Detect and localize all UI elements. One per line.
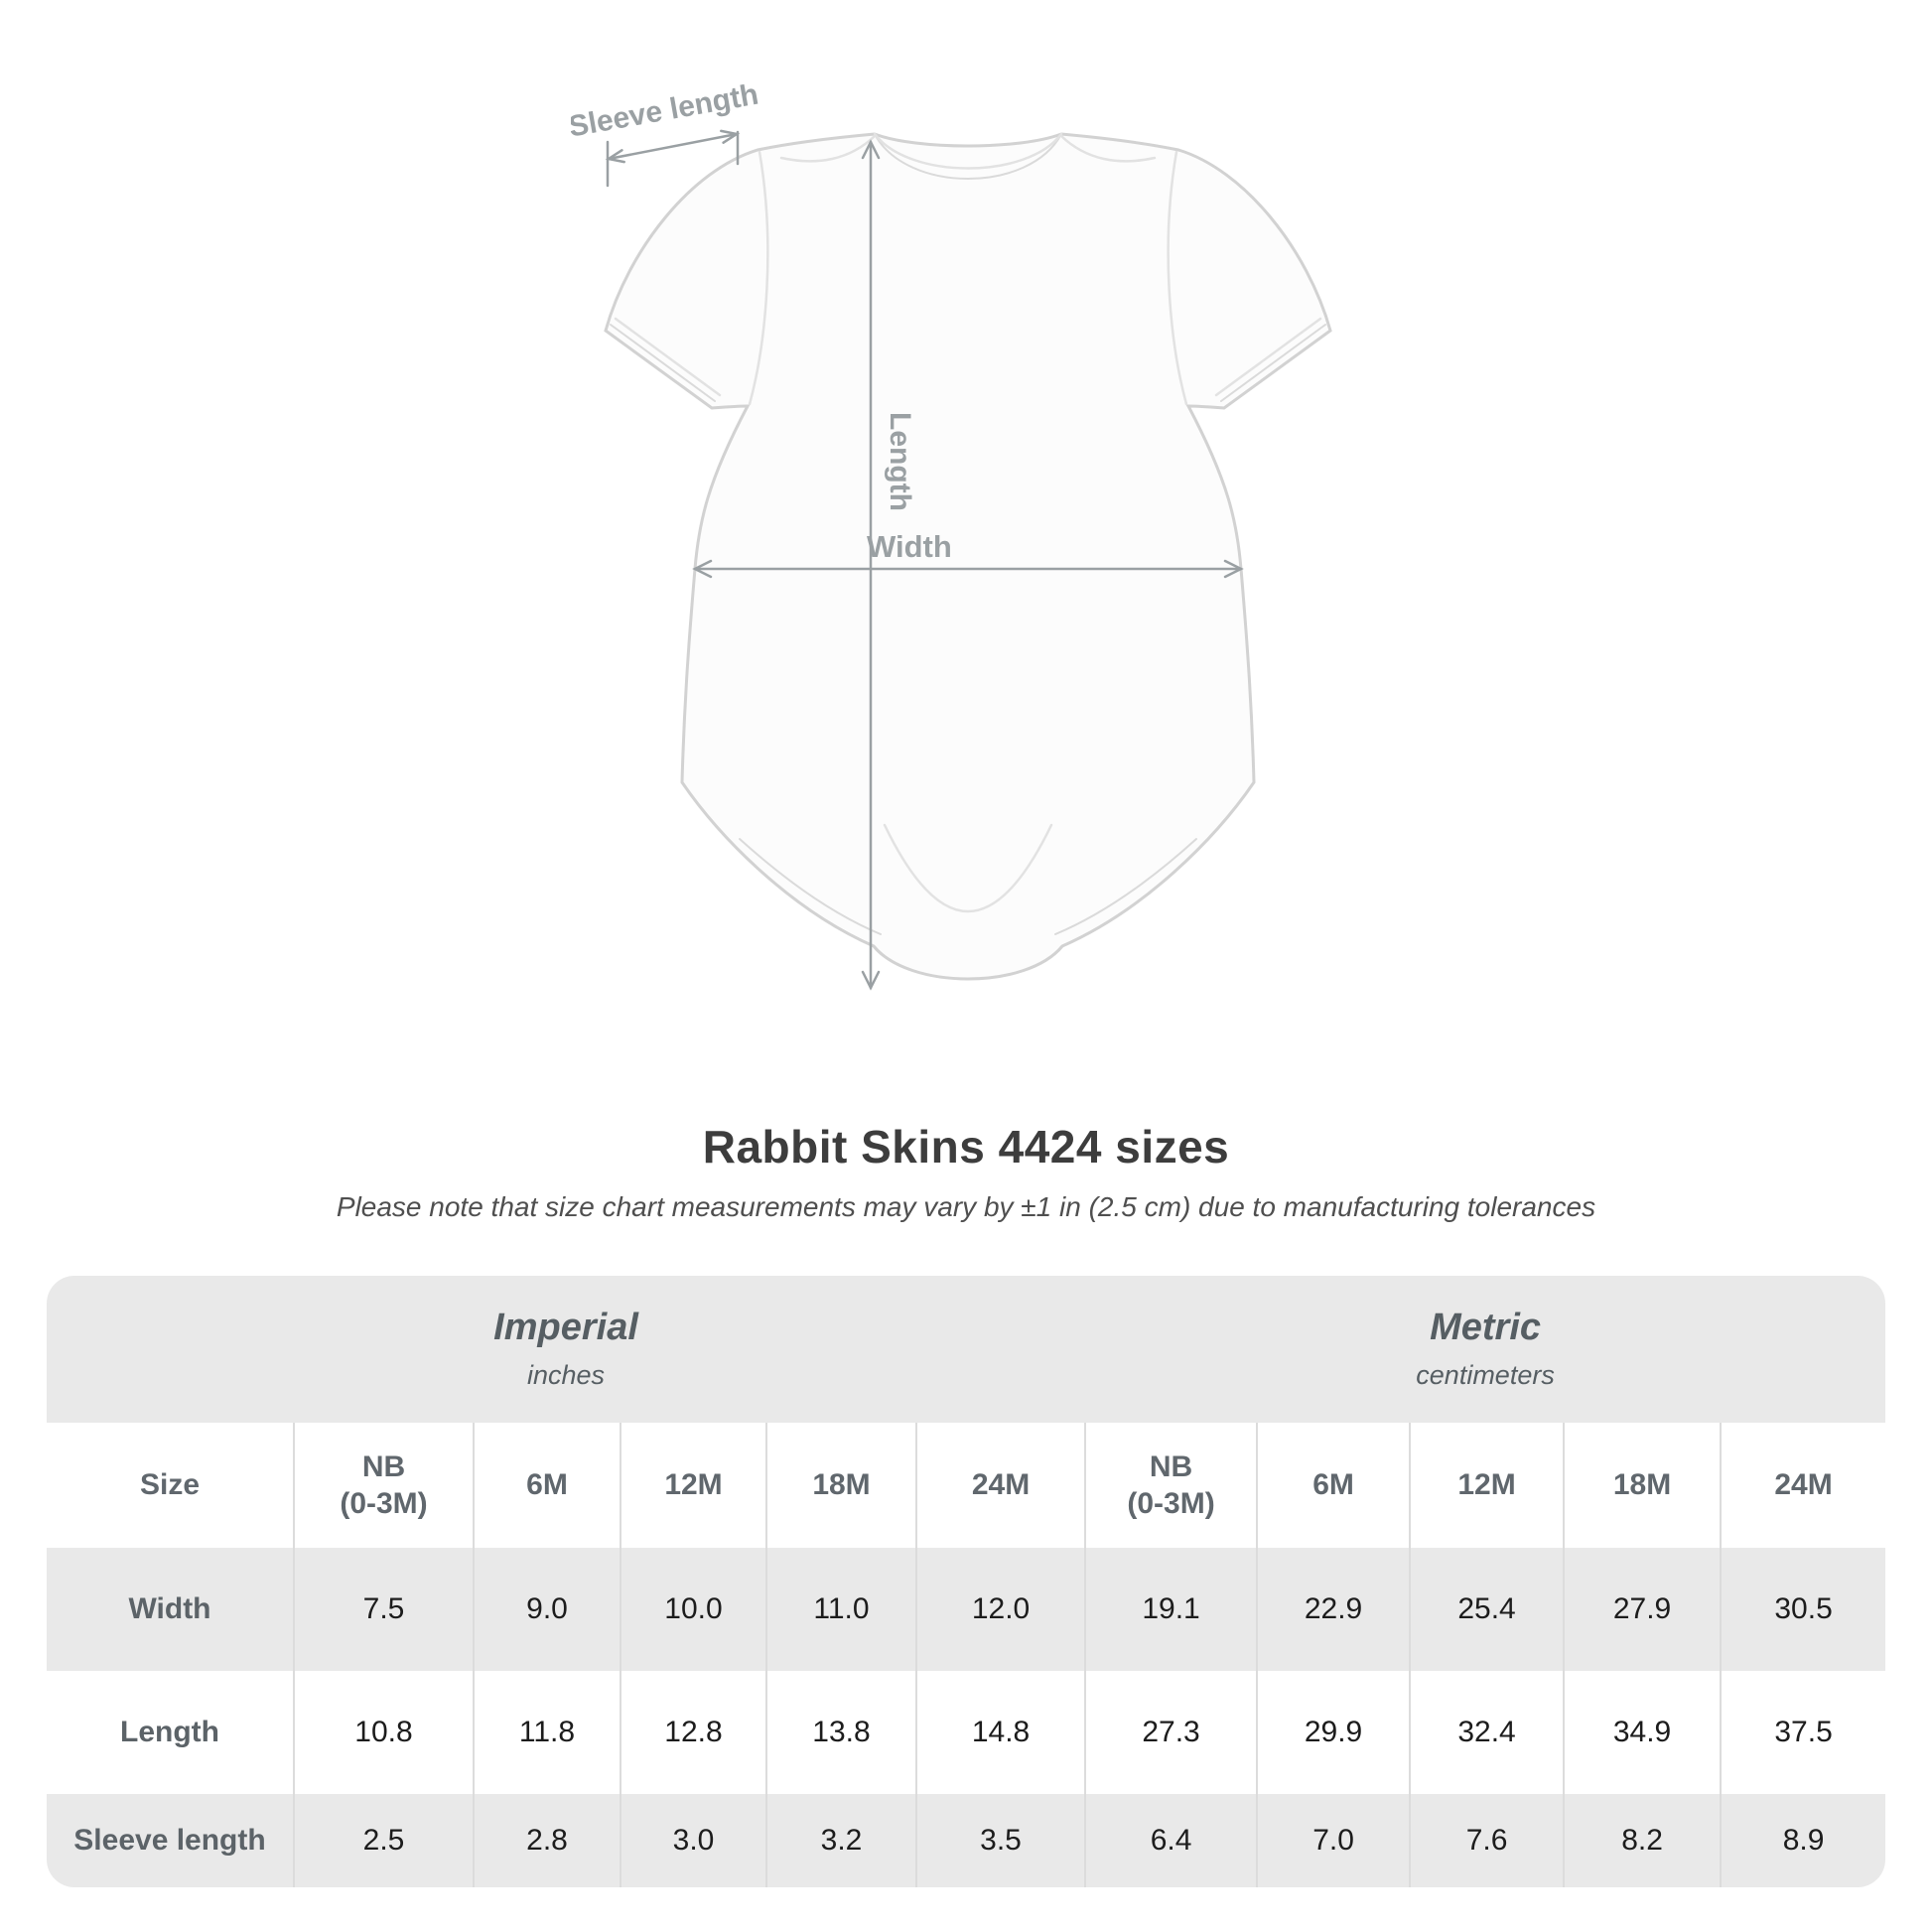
- size-corner-header: Size: [47, 1423, 294, 1548]
- col-header-12m-metric: 12M: [1409, 1423, 1565, 1548]
- bodysuit-measurement-diagram: Sleeve length Length Width: [571, 55, 1335, 1052]
- length-row: Length 10.8 11.8 12.8 13.8 14.8 27.3 29.…: [47, 1671, 1885, 1794]
- length-24m-imperial: 14.8: [914, 1671, 1086, 1794]
- width-24m-metric: 30.5: [1720, 1548, 1885, 1671]
- metric-unit: centimeters: [1416, 1360, 1555, 1391]
- length-row-label: Length: [47, 1671, 294, 1794]
- neckline-seam: [874, 133, 1062, 180]
- width-nb-metric: 19.1: [1084, 1548, 1258, 1671]
- col-header-6m-imperial: 6M: [473, 1423, 621, 1548]
- size-table-container: Imperial inches Metric centimeters Size …: [47, 1276, 1885, 1887]
- width-6m-metric: 22.9: [1256, 1548, 1411, 1671]
- bodysuit-outline: [604, 132, 1332, 981]
- width-12m-metric: 25.4: [1409, 1548, 1565, 1671]
- left-leg-binding-seam: [739, 838, 882, 935]
- sleeve-18m-imperial: 3.2: [765, 1794, 916, 1887]
- sleeve-18m-metric: 8.2: [1563, 1794, 1722, 1887]
- crotch-flap-seam: [883, 823, 1053, 913]
- length-nb-metric: 27.3: [1084, 1671, 1258, 1794]
- sleeve-nb-metric: 6.4: [1084, 1794, 1258, 1887]
- col-header-24m-metric: 24M: [1720, 1423, 1885, 1548]
- width-24m-imperial: 12.0: [914, 1548, 1086, 1671]
- col-header-18m-imperial: 18M: [765, 1423, 916, 1548]
- length-nb-imperial: 10.8: [293, 1671, 474, 1794]
- imperial-label: Imperial: [493, 1306, 638, 1348]
- page-title: Rabbit Skins 4424 sizes: [702, 1121, 1230, 1173]
- col-header-18m-metric: 18M: [1563, 1423, 1722, 1548]
- col-header-nb-metric: NB (0-3M): [1084, 1423, 1258, 1548]
- left-sleeve-hem-seam: [614, 317, 722, 397]
- length-18m-metric: 34.9: [1563, 1671, 1722, 1794]
- sleeve-6m-imperial: 2.8: [473, 1794, 621, 1887]
- width-row-label: Width: [128, 1592, 211, 1625]
- col-header-nb-imperial: NB (0-3M): [293, 1423, 474, 1548]
- sleeve-24m-imperial: 3.5: [914, 1794, 1086, 1887]
- width-18m-imperial: 11.0: [765, 1548, 916, 1671]
- sleeve-length-row: Sleeve length 2.5 2.8 3.0 3.2 3.5 6.4 7.…: [47, 1794, 1885, 1887]
- sleeve-6m-metric: 7.0: [1256, 1794, 1411, 1887]
- right-sleeve-hem-seam: [1214, 317, 1322, 397]
- col-header-12m-imperial: 12M: [620, 1423, 766, 1548]
- length-arrow: [861, 139, 881, 991]
- width-row: Width 7.5 9.0 10.0 11.0 12.0 19.1 22.9 2…: [47, 1548, 1885, 1671]
- left-armhole-seam: [748, 150, 769, 406]
- unit-group-row: Imperial inches Metric centimeters: [47, 1276, 1885, 1423]
- length-24m-metric: 37.5: [1720, 1671, 1885, 1794]
- col-header-24m-imperial: 24M: [914, 1423, 1086, 1548]
- right-armhole-seam: [1167, 150, 1188, 406]
- right-sleeve-hem-seam-inner: [1220, 324, 1326, 402]
- left-shoulder-fold-seam: [779, 134, 877, 163]
- sleeve-24m-metric: 8.9: [1720, 1794, 1885, 1887]
- imperial-group-header: Imperial inches: [47, 1276, 1085, 1423]
- col-header-6m-metric: 6M: [1256, 1423, 1411, 1548]
- bodysuit-diagram-svg: Sleeve length Length Width: [571, 78, 1332, 991]
- sleeve-length-arrow: [605, 129, 741, 188]
- width-label: Width: [867, 529, 952, 564]
- width-18m-metric: 27.9: [1563, 1548, 1722, 1671]
- sleeve-12m-imperial: 3.0: [620, 1794, 766, 1887]
- column-header-row: Size NB (0-3M) 6M 12M 18M 24M NB (0-3M) …: [47, 1423, 1885, 1548]
- right-leg-binding-seam: [1054, 838, 1197, 935]
- metric-group-header: Metric centimeters: [1085, 1276, 1885, 1423]
- metric-label: Metric: [1430, 1306, 1542, 1348]
- length-label: Length: [884, 412, 916, 511]
- imperial-unit: inches: [527, 1360, 606, 1391]
- sleeve-12m-metric: 7.6: [1409, 1794, 1565, 1887]
- length-12m-metric: 32.4: [1409, 1671, 1565, 1794]
- length-6m-metric: 29.9: [1256, 1671, 1411, 1794]
- width-arrow: [692, 559, 1244, 579]
- width-6m-imperial: 9.0: [473, 1548, 621, 1671]
- length-12m-imperial: 12.8: [620, 1671, 766, 1794]
- width-nb-imperial: 7.5: [293, 1548, 474, 1671]
- neckline-binding-seam: [873, 132, 1063, 170]
- sleeve-nb-imperial: 2.5: [293, 1794, 474, 1887]
- size-table: Imperial inches Metric centimeters Size …: [47, 1276, 1885, 1887]
- width-12m-imperial: 10.0: [620, 1548, 766, 1671]
- sleeve-row-label: Sleeve length: [73, 1824, 266, 1857]
- length-18m-imperial: 13.8: [765, 1671, 916, 1794]
- left-sleeve-hem-seam-inner: [610, 324, 716, 402]
- length-6m-imperial: 11.8: [473, 1671, 621, 1794]
- tolerance-note: Please note that size chart measurements…: [336, 1191, 1596, 1222]
- right-shoulder-fold-seam: [1059, 134, 1157, 163]
